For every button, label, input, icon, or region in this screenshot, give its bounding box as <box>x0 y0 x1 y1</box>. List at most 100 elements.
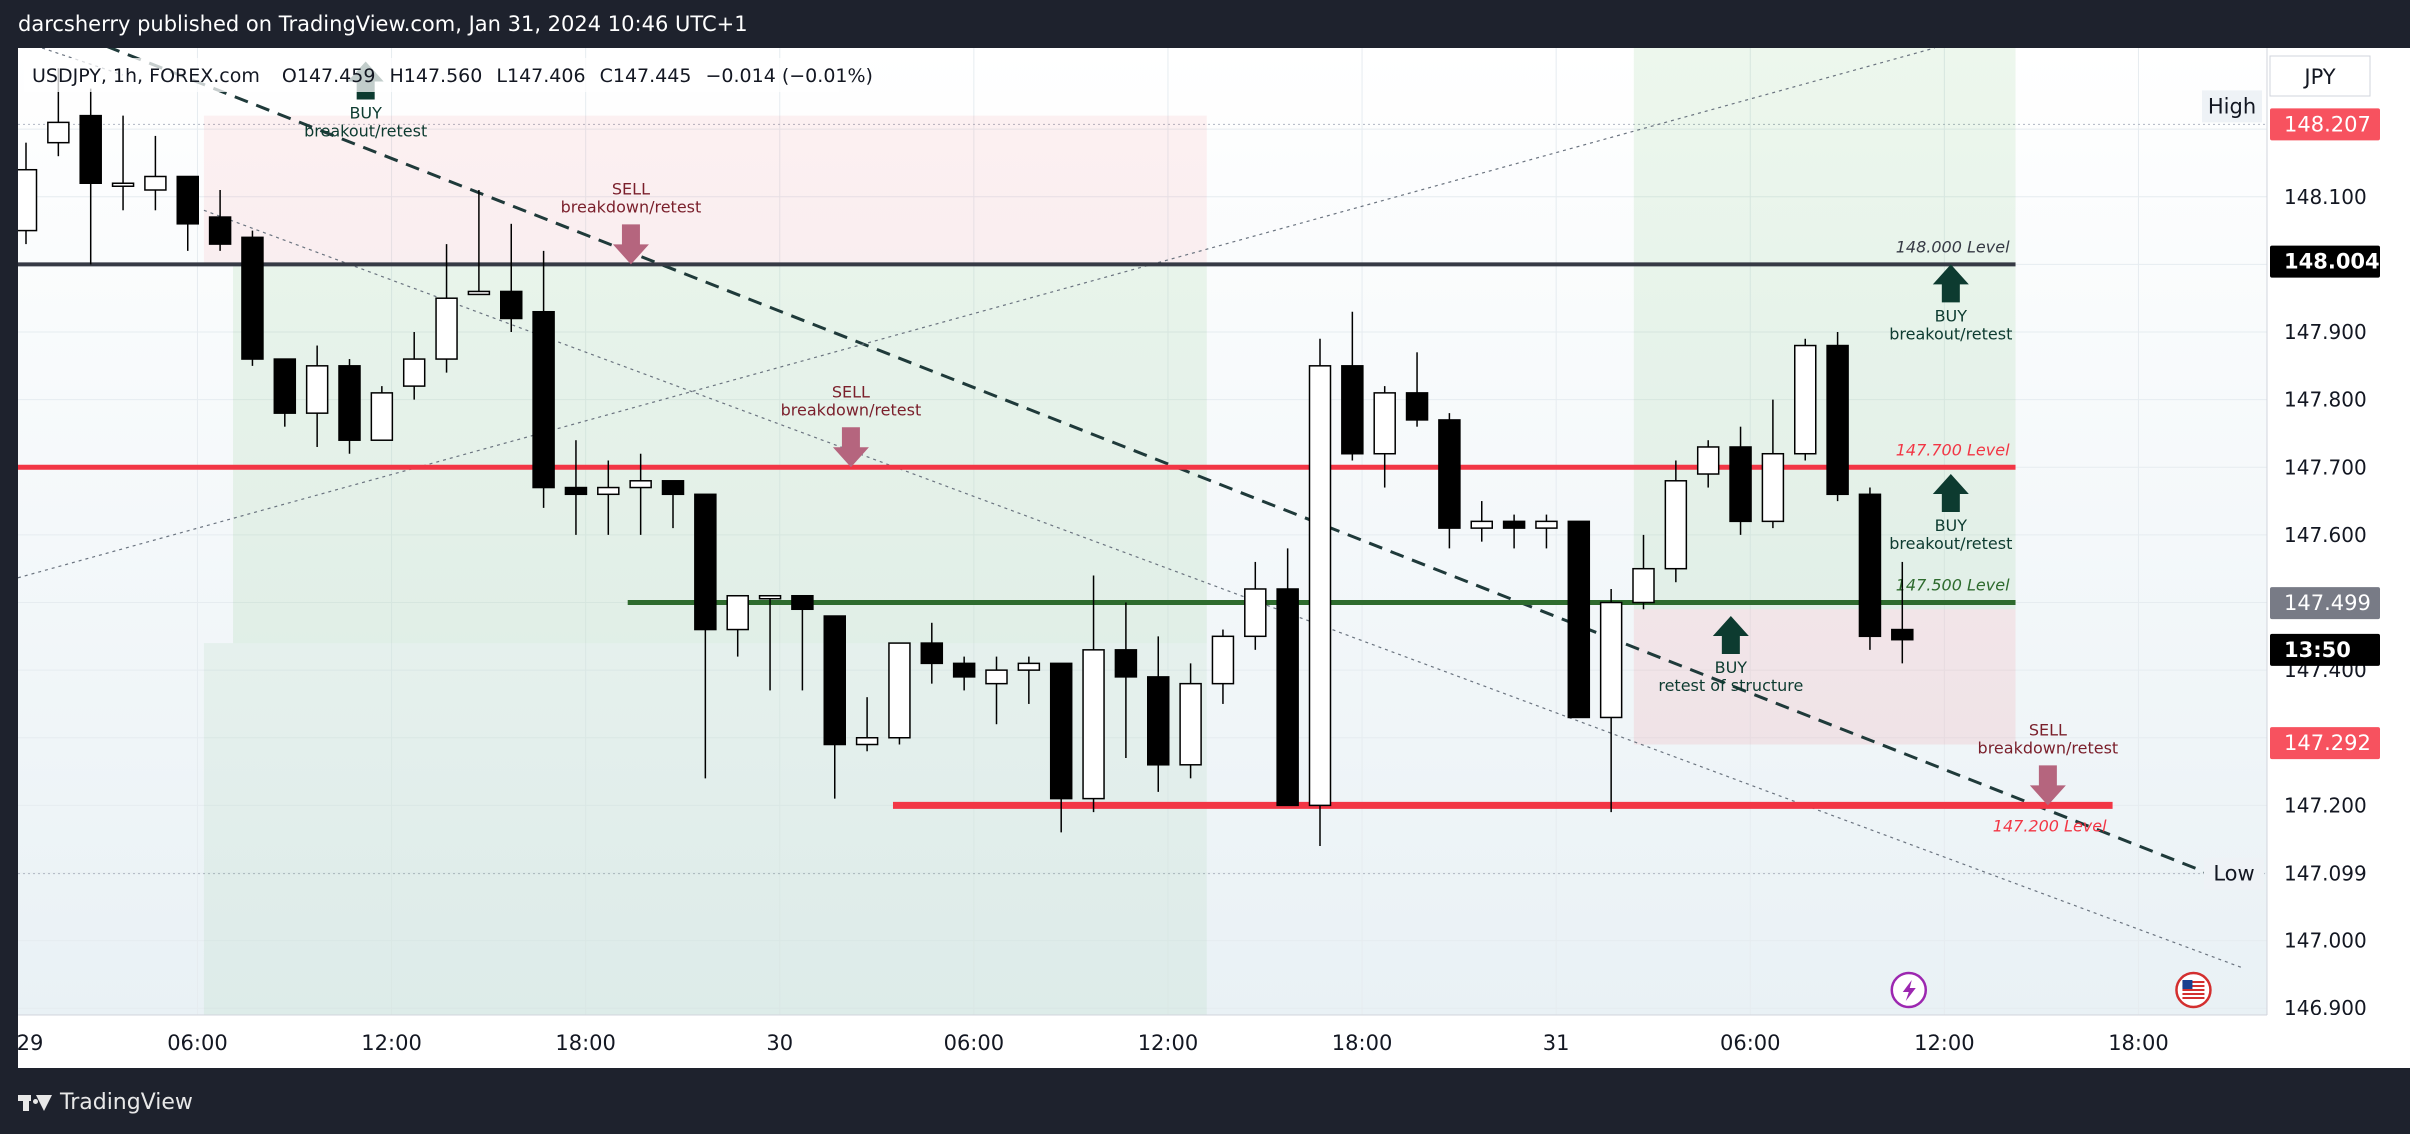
candle-body <box>1826 344 1849 496</box>
lightning-icon[interactable] <box>1890 971 1928 1009</box>
candles <box>18 68 1914 846</box>
tradingview-brand[interactable]: TradingView <box>18 1090 193 1115</box>
candle <box>1341 311 1364 461</box>
candle <box>985 656 1008 725</box>
candle-body <box>241 236 264 360</box>
events[interactable] <box>1890 971 2212 1009</box>
candle-body <box>1632 567 1655 604</box>
candle <box>1535 514 1558 549</box>
candle-body <box>823 615 846 746</box>
tradingview-logo-icon <box>18 1093 52 1113</box>
candle <box>1794 338 1817 461</box>
time-tick-label: 12:00 <box>1914 1031 1975 1055</box>
signal-label: breakout/retest <box>1889 534 2012 553</box>
time-tick-label: 31 <box>1543 1031 1570 1055</box>
time-axis[interactable] <box>18 1015 2267 1068</box>
candle-body <box>1761 452 1785 523</box>
signal-label: SELL <box>832 382 870 401</box>
candle-body <box>1891 628 1914 641</box>
candle-body <box>597 486 620 496</box>
currency-label[interactable]: JPY <box>2269 55 2371 97</box>
us-flag-icon[interactable] <box>2175 971 2212 1009</box>
signal-label: SELL <box>2029 720 2067 739</box>
flag-stripe <box>2182 981 2205 983</box>
candle-body <box>1147 676 1170 766</box>
signal-label: breakout/retest <box>304 122 427 141</box>
price-badge-text: 148.207 <box>2284 112 2371 136</box>
candle-body <box>1017 662 1041 671</box>
price-tick-label: 147.800 <box>2284 388 2367 412</box>
candle-body <box>564 486 588 496</box>
price-badge-bg <box>2270 633 2380 666</box>
candle-body <box>1244 588 1267 638</box>
candle-body <box>726 594 749 631</box>
candle <box>1891 561 1914 664</box>
annotations[interactable]: BUYbreakout/retestSELLbreakdown/retestSE… <box>304 61 2119 806</box>
published-text: darcsherry published on TradingView.com,… <box>18 12 748 36</box>
candle-body <box>144 175 167 191</box>
candle <box>1244 561 1267 650</box>
legend-high: H147.560 <box>390 65 483 87</box>
candle-body <box>47 121 70 144</box>
candle-body <box>1341 365 1364 455</box>
time-tick-label: 06:00 <box>167 1031 228 1055</box>
candle <box>1470 501 1493 542</box>
candle <box>1114 602 1138 759</box>
candle-body <box>920 642 944 665</box>
candle <box>1082 575 1105 813</box>
trendline[interactable] <box>203 209 2243 969</box>
signal-label: SELL <box>612 179 650 198</box>
candle-body <box>888 642 911 739</box>
candle-body <box>1211 635 1235 685</box>
candle-body <box>1502 520 1526 529</box>
high-label-box: High <box>2202 90 2262 123</box>
candle <box>532 250 555 508</box>
candle-body <box>952 662 976 678</box>
signal-label: breakdown/retest <box>561 197 702 216</box>
price-badges: 148.207 148.004 147.499 13:50 147.292 147.099… <box>2202 90 2380 890</box>
price-axis[interactable] <box>2267 48 2410 1028</box>
flag-stripe <box>2182 993 2205 995</box>
candle-body <box>435 297 458 360</box>
low-label: Low <box>2213 862 2254 886</box>
price-badge: 147.292 <box>2270 727 2380 760</box>
trendline[interactable] <box>0 48 1935 589</box>
candle-body <box>500 290 523 320</box>
candle-body <box>1049 662 1073 800</box>
price-badge-bg <box>2270 587 2380 620</box>
candle-body <box>532 310 555 489</box>
level-label: 148.000 Level <box>1896 237 2010 256</box>
candle-body <box>305 365 329 414</box>
price-badge-bg <box>2270 245 2380 278</box>
candle-body <box>758 594 782 600</box>
time-tick-label: 12:00 <box>361 1031 422 1055</box>
level-label: 147.700 Level <box>1896 440 2010 459</box>
candle <box>952 656 976 691</box>
high-label-bg <box>2202 90 2262 123</box>
levels[interactable]: 148.000 Level 147.700 Level 147.500 Level 1… <box>0 237 2113 835</box>
brand-name: TradingView <box>60 1090 193 1115</box>
candle-body <box>1535 520 1558 529</box>
time-tick-label: 06:00 <box>944 1031 1005 1055</box>
candle-body <box>467 290 491 296</box>
flag-stripe <box>2182 985 2205 987</box>
candle <box>888 642 911 745</box>
candle <box>241 230 264 366</box>
candle-body <box>661 480 685 496</box>
trendline[interactable] <box>42 21 2243 888</box>
candle-body <box>273 358 297 414</box>
zone-box <box>233 264 1207 644</box>
candle <box>855 697 879 752</box>
candle <box>1049 662 1073 833</box>
plot-background <box>18 48 2267 1015</box>
candle <box>402 332 426 400</box>
candle-body <box>1729 446 1752 523</box>
buy-arrow-icon <box>1932 474 1969 513</box>
